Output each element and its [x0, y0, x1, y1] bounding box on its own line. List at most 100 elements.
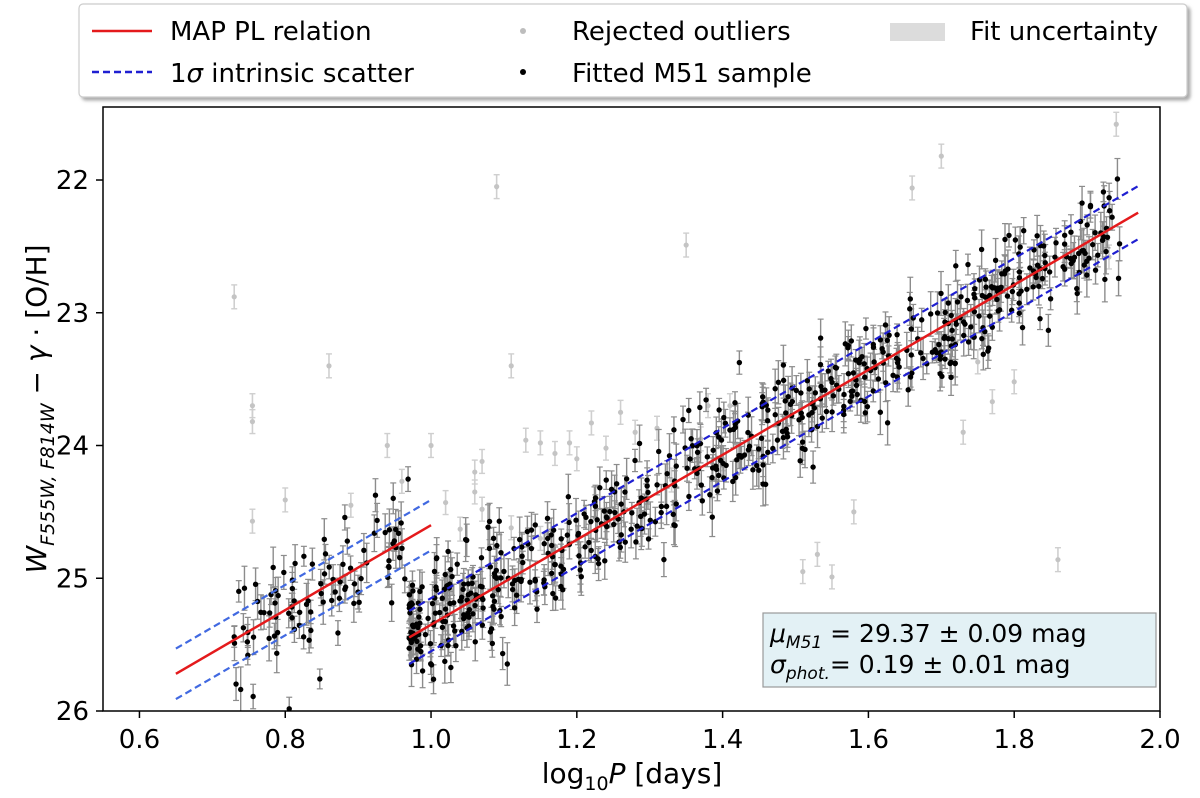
fitted-point: [817, 335, 824, 341]
fitted-point: [875, 376, 882, 382]
fitted-point: [419, 668, 426, 674]
fitted-point: [841, 411, 847, 418]
fitted-point: [466, 614, 472, 620]
rejected-point: [588, 420, 595, 426]
rejected-point: [814, 551, 820, 557]
fitted-point: [699, 498, 706, 504]
fitted-point: [583, 514, 589, 521]
fitted-point: [734, 457, 740, 463]
fitted-point: [909, 370, 915, 376]
fitted-point: [829, 379, 835, 386]
fitted-point: [466, 606, 473, 613]
fitted-point: [1039, 275, 1046, 282]
fitted-point: [342, 586, 348, 592]
fitted-point: [861, 398, 868, 405]
fitted-point: [429, 600, 436, 607]
fitted-point: [245, 652, 251, 658]
fitted-point: [687, 456, 693, 462]
fitted-point: [601, 508, 608, 514]
legend-rejected-swatch: [520, 28, 526, 34]
fitted-point: [274, 629, 281, 636]
fitted-point: [845, 371, 852, 377]
fitted-point: [550, 590, 556, 597]
fitted-point: [532, 578, 539, 584]
fitted-point: [386, 558, 392, 564]
fitted-point: [494, 542, 500, 549]
fitted-point: [439, 595, 445, 601]
fitted-point: [644, 477, 650, 483]
rejected-point: [960, 429, 966, 435]
fitted-point: [1006, 232, 1012, 239]
fitted-point: [1080, 247, 1087, 254]
fitted-point: [351, 581, 358, 587]
fitted-point: [976, 313, 982, 319]
fitted-point: [419, 584, 425, 590]
fitted-point: [261, 609, 267, 616]
fitted-point: [774, 437, 781, 443]
fitted-point: [1084, 272, 1090, 278]
fitted-point: [644, 483, 650, 489]
fitted-point: [307, 609, 314, 615]
fitted-point: [1115, 275, 1122, 282]
legend-rejected-label: Rejected outliers: [572, 17, 791, 47]
fitted-point: [979, 335, 985, 342]
fitted-point: [588, 518, 594, 525]
fitted-point: [799, 439, 806, 445]
annotation-mu-line: μM51 = 29.37 ± 0.09 mag: [769, 619, 1087, 653]
fitted-point: [332, 589, 338, 595]
fitted-point: [447, 600, 453, 607]
fitted-point: [604, 515, 610, 521]
fitted-point: [806, 386, 812, 392]
map-line-short-period: [175, 524, 432, 675]
fitted-point: [948, 359, 954, 366]
fitted-point: [622, 489, 628, 495]
fitted-point: [745, 447, 752, 453]
fitted-point: [518, 576, 524, 583]
fitted-point: [709, 465, 716, 471]
fitted-point: [884, 337, 890, 344]
fitted-point: [819, 415, 825, 421]
fitted-point: [544, 535, 551, 542]
fitted-point: [382, 529, 388, 536]
fitted-point: [1092, 267, 1099, 273]
y-tick-label: 23: [56, 299, 89, 329]
rejected-point: [603, 445, 609, 451]
fitted-point: [340, 561, 346, 567]
fitted-point: [286, 706, 292, 711]
fitted-point: [1087, 202, 1094, 209]
x-tick-label: 0.8: [265, 725, 306, 755]
fitted-point: [896, 364, 902, 370]
fitted-point: [272, 600, 278, 606]
fitted-point: [1114, 176, 1121, 182]
rejected-point: [909, 185, 915, 191]
fitted-point: [406, 645, 412, 651]
fitted-point: [386, 564, 392, 571]
fitted-point: [552, 595, 559, 601]
fitted-point: [393, 526, 399, 533]
fitted-point: [442, 571, 448, 578]
fitted-point: [618, 501, 624, 507]
fitted-point: [718, 437, 725, 443]
fitted-point: [905, 387, 911, 393]
fitted-point: [633, 539, 639, 545]
fitted-point: [949, 336, 956, 342]
fitted-point: [428, 661, 434, 667]
fitted-point: [666, 453, 673, 459]
fitted-point: [1103, 248, 1109, 255]
scatter-line-long-period: [408, 185, 1139, 612]
fitted-point: [832, 364, 839, 371]
fitted-point: [511, 605, 518, 611]
fitted-point: [244, 639, 251, 645]
fitted-point: [1092, 230, 1098, 236]
rejected-point: [975, 359, 981, 365]
fitted-point: [391, 538, 398, 544]
fitted-point: [524, 528, 531, 535]
fitted-point: [398, 520, 404, 526]
fitted-point: [629, 510, 635, 516]
fitted-point: [782, 398, 788, 404]
legend-fitted-swatch: [520, 69, 526, 75]
fitted-point: [953, 321, 959, 327]
fitted-point: [480, 605, 486, 611]
rejected-point: [727, 403, 733, 409]
